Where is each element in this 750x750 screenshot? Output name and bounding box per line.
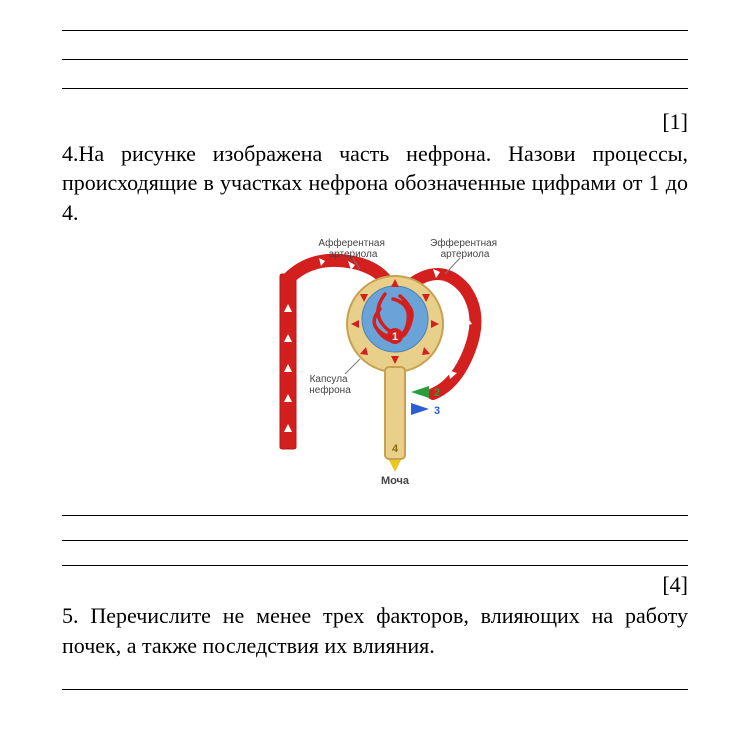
score-marker-1: [1]	[62, 107, 688, 137]
marker-1: 1	[392, 331, 398, 343]
answer-line	[62, 669, 688, 690]
answer-line	[62, 545, 688, 566]
marker-4: 4	[392, 443, 399, 455]
question-5-text: 5. Перечислите не менее трех факторов, в…	[62, 601, 688, 660]
marker-2: 2	[434, 387, 440, 399]
answer-line	[62, 10, 688, 31]
label-urine: Моча	[381, 475, 410, 487]
answer-line	[62, 39, 688, 60]
nephron-diagram: 1 2 3 4 Афферентная артериола Эфферентна…	[235, 234, 515, 489]
label-capsule: Капсула нефрона	[309, 374, 351, 396]
answer-line	[62, 520, 688, 541]
score-marker-2: [4]	[62, 570, 688, 600]
label-efferent: Эфферентная артериола	[430, 237, 500, 260]
marker-3: 3	[434, 405, 440, 417]
answer-line	[62, 495, 688, 516]
question-4-text: 4.На рисунке изображена часть нефрона. Н…	[62, 139, 688, 228]
label-afferent: Афферентная артериола	[318, 237, 387, 260]
answer-line	[62, 68, 688, 89]
